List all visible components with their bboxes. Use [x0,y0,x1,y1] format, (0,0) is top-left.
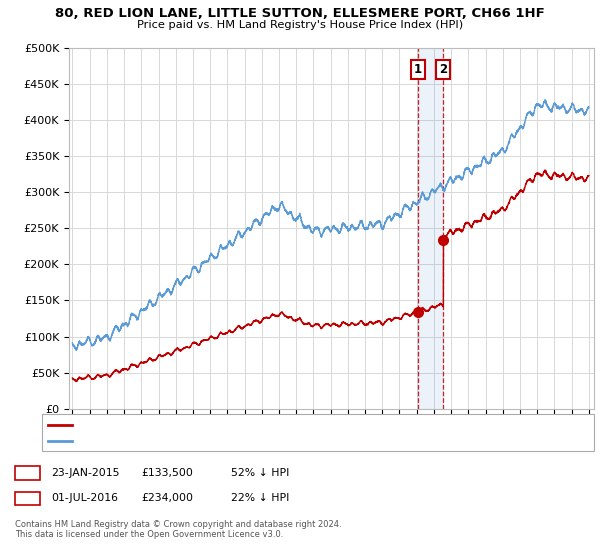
Text: 23-JAN-2015: 23-JAN-2015 [51,468,119,478]
Text: 80, RED LION LANE, LITTLE SUTTON, ELLESMERE PORT, CH66 1HF (detached house): 80, RED LION LANE, LITTLE SUTTON, ELLESM… [76,420,473,429]
Text: 80, RED LION LANE, LITTLE SUTTON, ELLESMERE PORT, CH66 1HF: 80, RED LION LANE, LITTLE SUTTON, ELLESM… [55,7,545,20]
Text: HPI: Average price, detached house, Cheshire West and Chester: HPI: Average price, detached house, Ches… [76,436,381,445]
Text: 52% ↓ HPI: 52% ↓ HPI [231,468,289,478]
Text: This data is licensed under the Open Government Licence v3.0.: This data is licensed under the Open Gov… [15,530,283,539]
Text: 2: 2 [24,493,31,503]
Text: 01-JUL-2016: 01-JUL-2016 [51,493,118,503]
Text: 1: 1 [24,468,31,478]
Text: 22% ↓ HPI: 22% ↓ HPI [231,493,289,503]
Text: £234,000: £234,000 [141,493,193,503]
Bar [418,48,443,409]
Text: 2: 2 [439,63,448,76]
Text: 1: 1 [414,63,422,76]
Text: £133,500: £133,500 [141,468,193,478]
Text: Contains HM Land Registry data © Crown copyright and database right 2024.: Contains HM Land Registry data © Crown c… [15,520,341,529]
Text: Price paid vs. HM Land Registry's House Price Index (HPI): Price paid vs. HM Land Registry's House … [137,20,463,30]
